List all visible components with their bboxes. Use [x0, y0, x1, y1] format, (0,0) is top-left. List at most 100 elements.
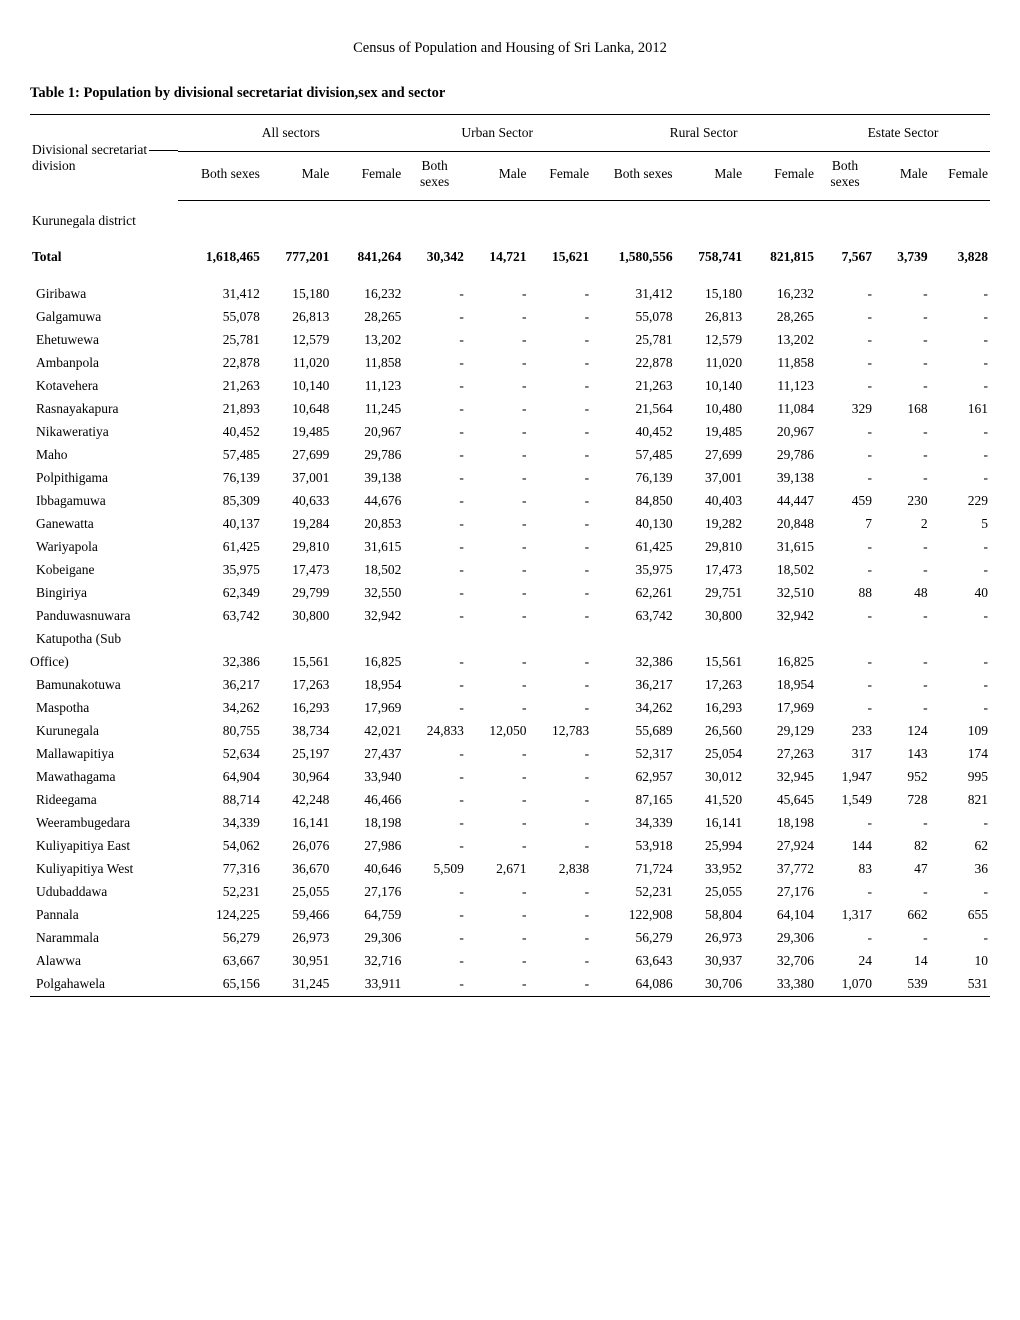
cell: - — [529, 375, 592, 398]
cell: 161 — [930, 398, 990, 421]
cell: 26,813 — [262, 306, 332, 329]
cell: 65,156 — [178, 973, 261, 997]
cell: 25,055 — [262, 881, 332, 904]
cell: 19,282 — [675, 513, 745, 536]
cell: 29,810 — [262, 536, 332, 559]
cell: 5 — [930, 513, 990, 536]
cell: 39,138 — [331, 467, 403, 490]
cell: 20,848 — [744, 513, 816, 536]
cell: - — [930, 812, 990, 835]
cell: 76,139 — [178, 467, 261, 490]
cell: 76,139 — [591, 467, 674, 490]
cell: 37,001 — [675, 467, 745, 490]
cell: 26,560 — [675, 720, 745, 743]
table-row: Ambanpola22,87811,02011,858---22,87811,0… — [30, 352, 990, 375]
table-row: Polpithigama76,13937,00139,138---76,1393… — [30, 467, 990, 490]
cell: 29,786 — [744, 444, 816, 467]
cell: - — [466, 950, 529, 973]
cell: 15,180 — [262, 283, 332, 306]
cell: - — [403, 766, 466, 789]
cell: - — [403, 743, 466, 766]
table-row: Pannala124,22559,46664,759---122,90858,8… — [30, 904, 990, 927]
cell: 52,634 — [178, 743, 261, 766]
cell: 40,130 — [591, 513, 674, 536]
division-name: Mallawapitiya — [30, 743, 178, 766]
cell: 10,480 — [675, 398, 745, 421]
cell: 28,265 — [744, 306, 816, 329]
cell: 37,001 — [262, 467, 332, 490]
cell: 109 — [930, 720, 990, 743]
cell: 531 — [930, 973, 990, 997]
division-name: Katupotha (Sub — [30, 628, 178, 651]
cell: 995 — [930, 766, 990, 789]
cell: 3,739 — [874, 243, 930, 283]
cell: - — [816, 306, 874, 329]
cell — [529, 628, 592, 651]
cell: 58,804 — [675, 904, 745, 927]
cell: 61,425 — [591, 536, 674, 559]
cell: 25,197 — [262, 743, 332, 766]
cell: - — [529, 973, 592, 997]
cell: - — [874, 559, 930, 582]
cell: - — [466, 398, 529, 421]
cell: 25,054 — [675, 743, 745, 766]
cell: 841,264 — [331, 243, 403, 283]
cell: - — [529, 398, 592, 421]
cell: 61,425 — [178, 536, 261, 559]
cell: 777,201 — [262, 243, 332, 283]
cell: - — [466, 835, 529, 858]
cell: 17,473 — [675, 559, 745, 582]
cell: - — [930, 605, 990, 628]
cell: - — [529, 651, 592, 674]
cell: - — [466, 559, 529, 582]
cell: - — [403, 835, 466, 858]
cell — [591, 628, 674, 651]
cell: 25,994 — [675, 835, 745, 858]
cell: 33,911 — [331, 973, 403, 997]
cell — [178, 628, 261, 651]
cell: 30,937 — [675, 950, 745, 973]
cell: 12,579 — [262, 329, 332, 352]
cell: 18,502 — [331, 559, 403, 582]
col-estate-both: Bothsexes — [816, 152, 874, 201]
table-row: Maspotha34,26216,29317,969---34,26216,29… — [30, 697, 990, 720]
table-row: Ganewatta40,13719,28420,853---40,13019,2… — [30, 513, 990, 536]
cell: - — [466, 789, 529, 812]
cell: 57,485 — [178, 444, 261, 467]
cell: 18,502 — [744, 559, 816, 582]
division-name: Kuliyapitiya East — [30, 835, 178, 858]
cell: 24 — [816, 950, 874, 973]
cell: 62,261 — [591, 582, 674, 605]
cell: - — [930, 881, 990, 904]
cell: - — [466, 927, 529, 950]
cell: 47 — [874, 858, 930, 881]
cell: 82 — [874, 835, 930, 858]
cell: 32,386 — [178, 651, 261, 674]
cell: - — [874, 697, 930, 720]
cell: 821 — [930, 789, 990, 812]
cell: 29,751 — [675, 582, 745, 605]
cell: - — [403, 513, 466, 536]
cell: 63,643 — [591, 950, 674, 973]
cell: - — [930, 697, 990, 720]
cell: 64,086 — [591, 973, 674, 997]
cell: 16,825 — [744, 651, 816, 674]
cell: - — [403, 306, 466, 329]
cell: - — [529, 766, 592, 789]
col-all-both: Both sexes — [178, 152, 261, 201]
cell: 53,918 — [591, 835, 674, 858]
cell: - — [816, 329, 874, 352]
cell: - — [403, 536, 466, 559]
cell: 26,973 — [675, 927, 745, 950]
cell: - — [529, 835, 592, 858]
cell: 29,129 — [744, 720, 816, 743]
cell: 56,279 — [591, 927, 674, 950]
cell: - — [529, 904, 592, 927]
cell: - — [403, 651, 466, 674]
cell: 233 — [816, 720, 874, 743]
cell: 13,202 — [331, 329, 403, 352]
cell: - — [874, 421, 930, 444]
cell: 55,078 — [178, 306, 261, 329]
cell: - — [403, 789, 466, 812]
cell: 11,123 — [744, 375, 816, 398]
